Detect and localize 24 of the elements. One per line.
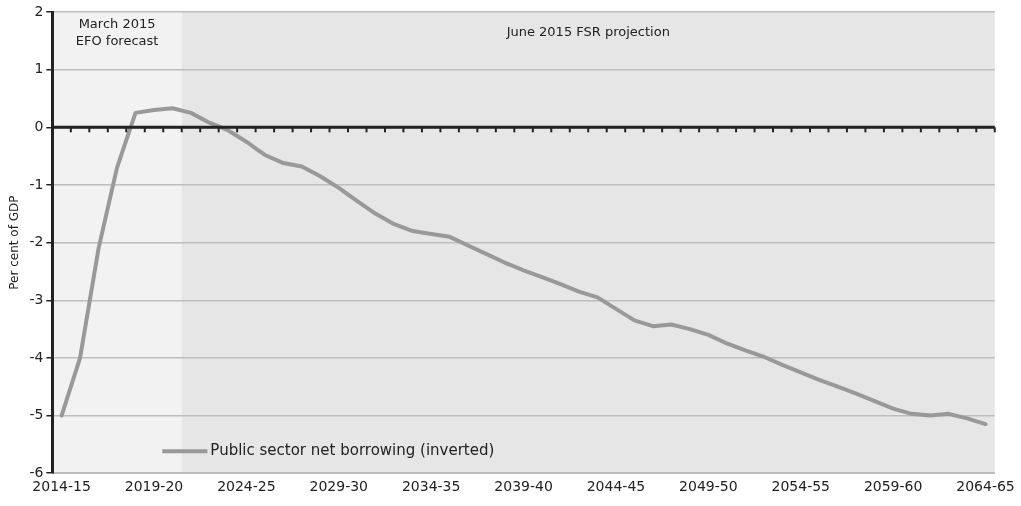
y-tick-label: -1 xyxy=(29,175,44,192)
y-tick-label: 2 xyxy=(34,2,44,19)
y-tick-label: 0 xyxy=(34,117,44,134)
x-tick-label: 2019-20 xyxy=(124,478,184,495)
x-tick-label: 2039-40 xyxy=(494,478,553,495)
x-tick-label: 2014-15 xyxy=(32,478,91,495)
legend-label: Public sector net borrowing (inverted) xyxy=(210,441,495,460)
y-tick-label: 1 xyxy=(34,60,44,77)
x-tick-label: 2029-30 xyxy=(309,478,369,495)
y-axis-title: Per cent of GDP xyxy=(7,195,22,290)
x-tick-label: 2044-45 xyxy=(586,478,646,495)
y-tick-label: -6 xyxy=(29,463,44,480)
annotation: June 2015 FSR projection xyxy=(505,23,670,39)
y-tick-label: -3 xyxy=(29,290,44,307)
x-tick-label: 2064-65 xyxy=(956,478,1015,495)
x-tick-label: 2034-35 xyxy=(401,478,461,495)
x-tick-label: 2059-60 xyxy=(863,478,923,495)
y-tick-label: -5 xyxy=(29,406,44,423)
x-tick-label: 2024-25 xyxy=(217,478,276,495)
y-tick-label: -2 xyxy=(29,233,44,250)
y-tick-label: -4 xyxy=(29,348,44,365)
annotation: March 2015 EFO forecast xyxy=(75,15,159,48)
x-tick-label: 2054-55 xyxy=(771,478,830,495)
x-tick-label: 2049-50 xyxy=(679,478,738,495)
